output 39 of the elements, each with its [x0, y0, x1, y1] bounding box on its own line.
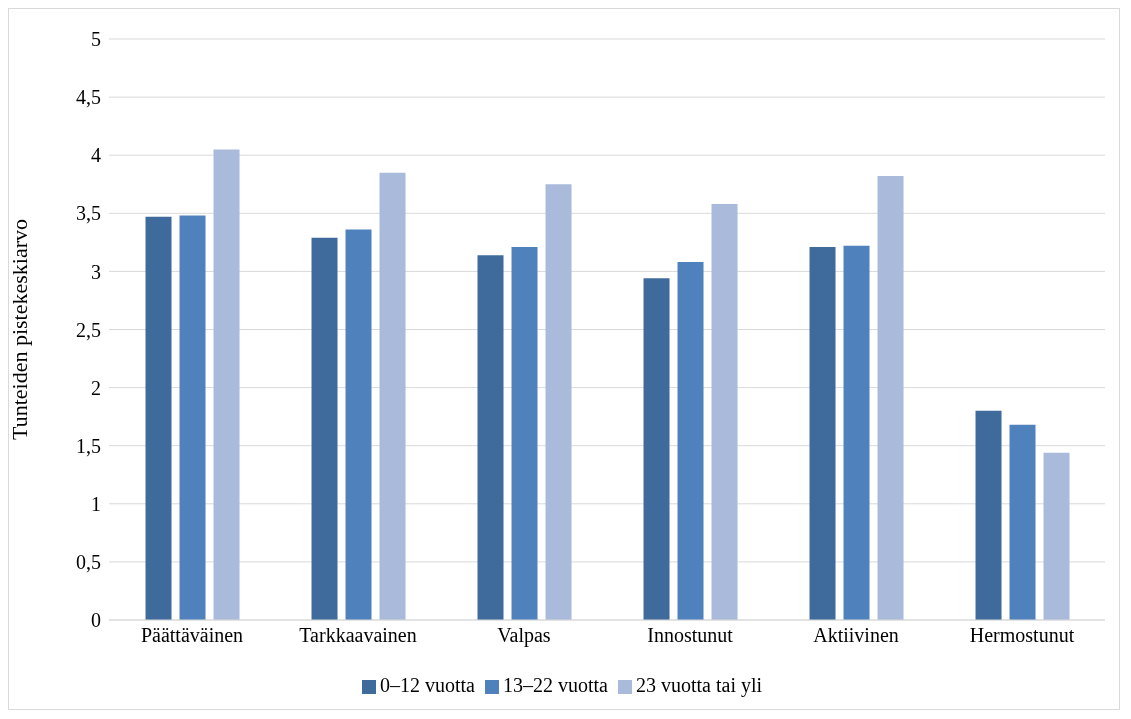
bar	[809, 247, 836, 620]
bar	[1043, 452, 1070, 620]
bar	[1009, 424, 1036, 620]
bar	[179, 215, 206, 620]
legend-label: 0–12 vuotta	[379, 674, 475, 696]
bar	[975, 410, 1002, 620]
y-tick-label: 4,5	[76, 86, 101, 109]
y-tick-label: 0,5	[76, 551, 101, 573]
x-tick-label: Päättäväinen	[140, 624, 244, 647]
x-tick-label: Hermostunut	[969, 624, 1075, 647]
y-tick-label: 0	[91, 609, 101, 632]
x-tick-label: Valpas	[497, 624, 551, 648]
x-tick-label: Aktiivinen	[813, 624, 899, 647]
bar	[311, 237, 338, 620]
x-tick-label: Tarkkaavainen	[299, 624, 417, 647]
bar	[379, 172, 406, 620]
bar	[213, 149, 240, 620]
legend-label: 13–22 vuotta	[502, 674, 608, 696]
bar	[511, 247, 538, 620]
bar	[145, 216, 172, 620]
y-tick-label: 5	[91, 28, 101, 51]
bar	[877, 176, 904, 620]
bar	[711, 204, 738, 620]
bar	[345, 229, 372, 620]
bar	[545, 184, 572, 620]
y-axis-title: Tunteiden pistekeskiarvo	[6, 219, 32, 440]
y-tick-label: 2,5	[76, 318, 101, 341]
bar	[643, 278, 670, 620]
y-tick-label: 3	[91, 260, 101, 283]
bar	[843, 245, 870, 620]
y-tick-label: 2	[91, 376, 101, 399]
legend-label: 23 vuotta tai yli	[635, 674, 763, 696]
y-tick-label: 4	[91, 144, 101, 167]
bar	[677, 262, 704, 620]
y-tick-label: 1	[91, 492, 101, 515]
y-tick-label: 3,5	[76, 202, 101, 225]
x-tick-label: Innostunut	[647, 624, 734, 647]
y-tick-label: 1,5	[76, 434, 101, 457]
bar	[477, 255, 504, 620]
